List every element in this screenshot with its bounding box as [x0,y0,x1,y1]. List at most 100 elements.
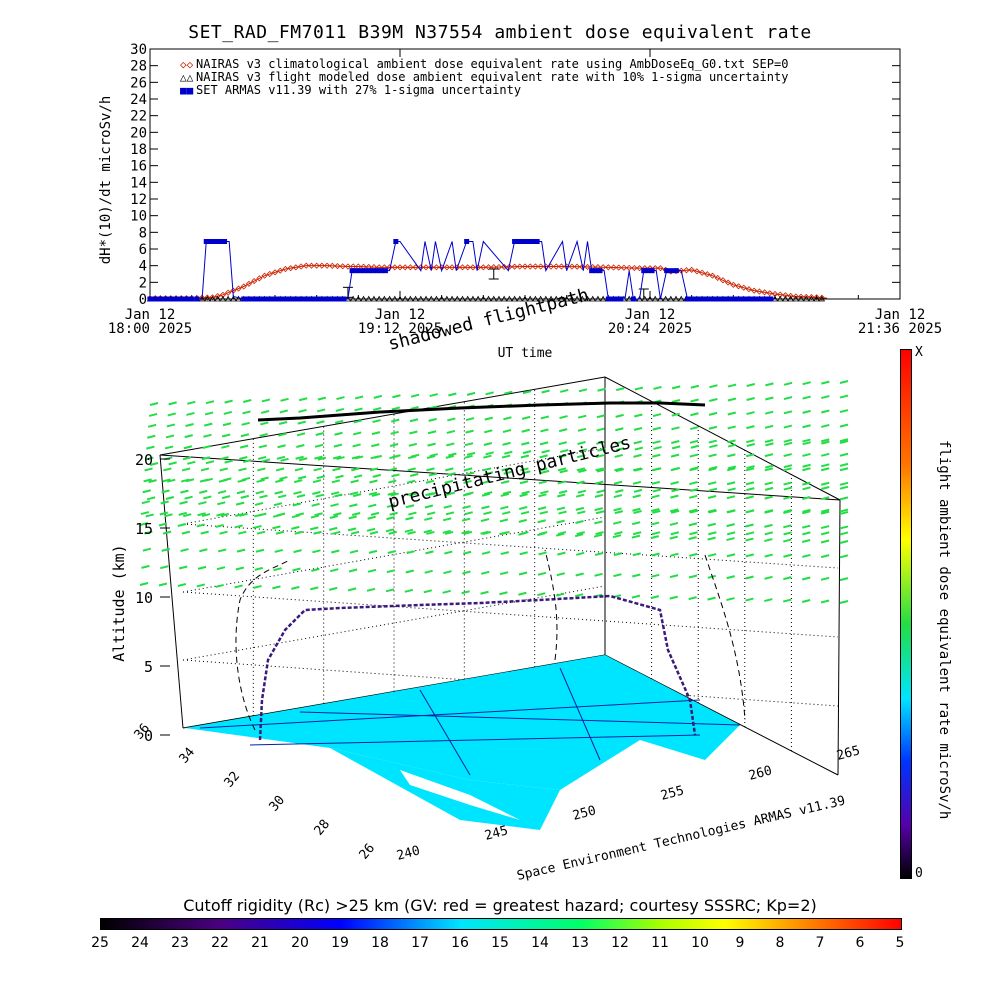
rigidity-colorbar-label: 8 [775,935,785,951]
precip-marker [465,417,475,422]
precip-marker [708,439,718,444]
precip-marker [465,491,474,496]
precip-marker [746,411,755,416]
precip-marker [594,493,604,498]
precip-marker [391,418,400,423]
precip-marker [145,456,154,461]
precip-marker [390,430,399,435]
precip-marker [709,444,718,449]
box-edge [159,454,841,501]
precip-marker [315,432,325,436]
series-marker [341,296,347,302]
series-marker [521,295,529,302]
series-marker [782,292,789,299]
precip-marker [141,500,151,505]
precip-marker [463,467,473,472]
precip-marker [315,493,324,498]
precip-marker [442,589,451,594]
precip-marker [633,453,642,458]
series-marker [813,295,820,302]
series-marker [285,296,291,302]
precip-marker [727,509,736,514]
precip-marker [220,456,229,461]
precip-marker [462,570,471,575]
y-tick-label: 6 [139,242,147,258]
series-marker [755,296,761,302]
precip-marker [820,496,830,501]
precip-marker [783,381,793,386]
precip-marker [159,511,169,516]
precip-marker [783,553,792,558]
precip-marker [541,389,550,394]
series-marker [521,239,527,244]
precip-marker [708,425,718,430]
precip-marker [296,444,305,448]
precip-marker [764,467,774,472]
precip-marker [404,588,414,593]
precip-marker [671,445,681,450]
precip-marker [522,470,531,475]
precip-marker [839,423,849,428]
series-marker [506,295,513,302]
precip-marker [293,490,302,495]
series-marker [293,296,299,302]
series-marker [208,239,214,244]
x-tick-label-line1: Jan 12 [625,307,676,323]
y-tick-label: 12 [130,192,147,208]
precip-marker [708,509,717,514]
precip-marker [556,506,566,511]
series-marker [257,296,263,302]
series-marker [245,280,253,287]
series-marker [240,283,247,290]
series-marker [378,268,384,274]
precip-marker [708,481,717,486]
series-marker [745,286,753,293]
precip-marker [671,426,680,431]
precip-marker [311,502,320,507]
chart-title: SET_RAD_FM7011 B39M N37554 ambient dose … [188,22,812,43]
precip-marker [802,438,811,443]
precip-marker [801,599,811,603]
precip-marker [353,474,363,479]
series-marker [249,296,255,302]
precip-marker [745,481,755,486]
precip-marker [538,480,548,485]
precip-marker [499,591,508,596]
dose-colorbar [900,349,912,879]
precip-marker [408,442,418,447]
precip-marker [839,600,849,604]
series-marker [756,288,763,295]
precip-marker [669,535,678,540]
precip-marker [688,596,697,601]
precip-marker [444,530,454,535]
precip-marker [557,493,566,498]
precip-marker [501,510,511,515]
precip-marker [410,393,420,398]
precip-marker [614,453,623,458]
precip-marker [745,537,754,542]
precip-marker [651,531,661,536]
precip-marker [615,413,624,418]
precip-marker [314,443,324,448]
precip-marker [783,524,792,529]
precip-marker [205,400,215,405]
precip-marker [765,464,774,469]
precip-marker [180,489,189,494]
shadowed-flightpath-label: shadowed flightpath [386,285,591,355]
precip-marker [354,395,364,400]
series-marker [725,279,732,286]
precip-marker [427,442,436,447]
precip-marker [241,421,250,426]
series-marker [818,295,826,302]
precip-marker [746,397,755,401]
series-marker [357,268,363,274]
precip-marker [316,475,325,480]
series-marker [333,296,339,302]
precip-marker [405,504,415,509]
y-tick-label: 2 [139,275,147,291]
precip-marker [347,527,357,532]
legend-symbol: △△ [180,71,194,84]
precip-marker [389,511,398,516]
precip-marker [575,551,585,556]
